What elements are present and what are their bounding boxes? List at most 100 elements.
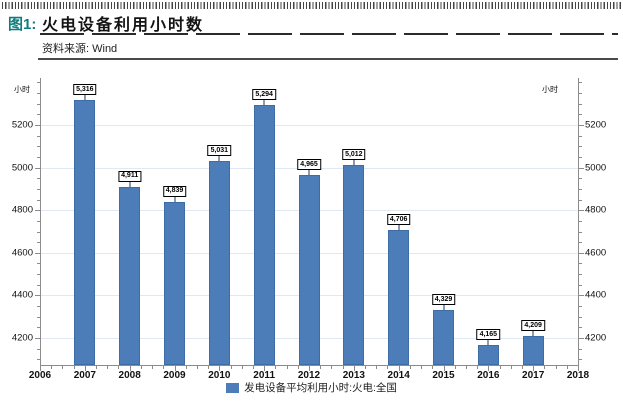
bar-value-label: 5,316 <box>73 84 97 96</box>
bar-value-label: 4,965 <box>297 159 321 171</box>
x-axis-tick <box>398 366 400 371</box>
bar-label-connector <box>263 100 265 106</box>
x-axis-tick-label: 2010 <box>208 370 231 381</box>
y-axis-tick <box>579 210 584 212</box>
bar-value-label: 4,165 <box>476 329 501 341</box>
x-axis-tick <box>107 366 109 369</box>
bar-label-connector <box>532 331 534 337</box>
x-axis-tick <box>241 366 243 369</box>
bar <box>74 100 96 365</box>
x-axis-tick <box>443 366 445 371</box>
y-axis-tick <box>37 114 40 116</box>
x-axis-tick <box>454 366 456 369</box>
bar <box>343 165 365 365</box>
x-axis-tick <box>286 366 288 369</box>
bar <box>388 230 410 365</box>
y-axis-left <box>40 78 41 365</box>
y-axis-tick <box>579 146 582 148</box>
bar-value-label: 4,839 <box>162 185 187 197</box>
y-axis-tick <box>579 125 584 127</box>
x-axis-tick-label: 2006 <box>28 370 52 381</box>
y-axis-tick <box>579 263 582 265</box>
y-axis-tick <box>579 114 582 116</box>
y-axis-tick-label: 5200 <box>585 119 607 131</box>
y-axis-right <box>578 78 579 365</box>
bar <box>298 175 320 365</box>
y-axis-tick <box>37 263 40 265</box>
y-axis-tick <box>579 295 584 297</box>
x-axis-tick <box>297 366 299 369</box>
y-axis-tick <box>579 359 582 361</box>
y-axis-tick-label: 5200 <box>11 119 33 131</box>
x-axis-tick <box>409 366 411 369</box>
y-axis-tick <box>37 284 40 286</box>
x-axis-tick <box>163 366 165 369</box>
y-axis-tick-label: 4200 <box>11 332 33 344</box>
y-axis-tick <box>37 199 40 201</box>
y-axis-tick <box>579 178 582 180</box>
y-axis-tick <box>37 156 40 158</box>
y-axis-tick <box>35 167 40 169</box>
y-axis-tick <box>37 135 40 137</box>
y-axis-tick <box>579 103 582 105</box>
y-axis-tick <box>37 359 40 361</box>
x-axis-tick <box>275 366 277 369</box>
x-axis-tick-label: 2017 <box>522 370 545 381</box>
x-axis-tick <box>40 366 41 371</box>
x-axis-tick-label: 2007 <box>73 370 96 381</box>
y-axis-unit-left: 小时 <box>14 85 30 94</box>
x-axis <box>40 365 579 366</box>
x-axis-tick <box>465 366 467 369</box>
x-axis-tick <box>208 366 210 369</box>
bar-label-connector <box>308 170 310 176</box>
x-axis-tick <box>521 366 523 369</box>
y-axis-tick <box>37 316 40 318</box>
x-axis-tick <box>62 366 64 369</box>
y-axis-tick <box>579 348 582 350</box>
x-axis-tick <box>174 366 176 371</box>
x-axis-tick <box>73 366 75 369</box>
bar-value-label: 4,209 <box>521 320 545 332</box>
y-axis-tick <box>579 82 582 84</box>
x-axis-tick <box>421 366 423 369</box>
bar-label-connector <box>443 305 444 311</box>
y-axis-tick <box>579 274 582 276</box>
y-axis-tick <box>37 146 40 148</box>
x-axis-tick <box>252 366 254 369</box>
x-axis-tick <box>152 366 154 369</box>
x-axis-tick <box>365 366 367 369</box>
legend-swatch <box>226 382 240 393</box>
y-axis-tick-label: 4400 <box>11 289 33 301</box>
y-axis-tick <box>37 242 40 244</box>
y-axis-tick <box>37 348 40 350</box>
y-axis-tick <box>579 199 582 201</box>
x-axis-tick <box>84 366 86 371</box>
legend-label: 发电设备平均利用小时:火电:全国 <box>244 382 397 394</box>
x-axis-tick <box>219 366 221 371</box>
x-axis-tick <box>499 366 501 369</box>
source-label: 资料来源: Wind <box>42 43 118 55</box>
y-axis-tick <box>37 327 40 329</box>
y-axis-tick <box>37 220 40 222</box>
bar-label-connector <box>353 160 355 166</box>
y-axis-tick <box>579 231 582 233</box>
bar <box>119 186 141 365</box>
x-axis-tick <box>488 366 490 371</box>
bar-label-connector <box>487 340 489 346</box>
figure-number: 图1: <box>8 16 37 33</box>
y-axis-tick <box>579 93 582 95</box>
x-axis-tick <box>230 366 232 369</box>
y-axis-tick <box>579 252 584 254</box>
x-axis-tick <box>196 366 198 369</box>
bar-value-label: 5,012 <box>342 149 366 161</box>
x-axis-tick-label: 2012 <box>297 370 321 381</box>
x-axis-tick <box>185 366 187 369</box>
bar-label-connector <box>174 196 175 202</box>
bar <box>433 310 454 365</box>
source-underline <box>38 58 618 60</box>
x-axis-tick <box>555 366 557 369</box>
x-axis-tick <box>118 366 120 369</box>
x-axis-tick <box>533 366 535 371</box>
y-axis-tick <box>37 178 40 180</box>
x-axis-tick <box>320 366 322 369</box>
